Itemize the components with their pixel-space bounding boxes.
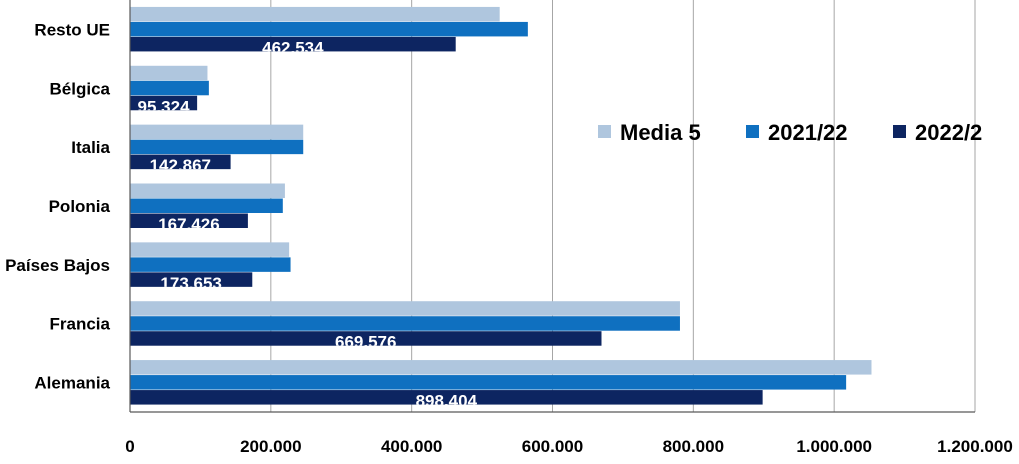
x-tick-label: 0	[125, 437, 134, 456]
category-label: Resto UE	[34, 20, 110, 39]
bar	[130, 242, 290, 257]
data-label: 173.653	[160, 274, 221, 293]
bar	[130, 21, 528, 37]
bar	[130, 139, 304, 155]
category-label: Francia	[50, 315, 111, 334]
category-label: Polonia	[49, 197, 111, 216]
bar	[130, 124, 304, 140]
x-tick-label: 1.000.000	[796, 437, 872, 456]
bar	[130, 390, 763, 405]
bar	[130, 80, 209, 96]
bar	[130, 213, 248, 228]
legend-label: Media 5	[620, 120, 701, 145]
legend: Media 5 2021/22 2022/2	[598, 120, 982, 145]
axes	[129, 0, 975, 413]
data-label: 95.324	[138, 97, 191, 116]
tick-labels: 0 200.000 400.000 600.000 800.000 1.000.000 1.…	[125, 437, 1013, 456]
bar	[130, 6, 500, 22]
data-label: 462.534	[262, 38, 324, 57]
bar	[130, 154, 231, 170]
data-label: 142.867	[150, 156, 211, 175]
bar	[130, 65, 208, 81]
data-labels: 898.404 669.576 173.653 167.426 142.867 95.32…	[138, 38, 478, 411]
bar	[130, 95, 198, 111]
category-label: Bélgica	[50, 79, 111, 98]
bar	[130, 183, 285, 198]
x-tick-label: 800.000	[663, 437, 724, 456]
gridlines	[270, 0, 976, 412]
x-tick-label: 200.000	[240, 437, 301, 456]
legend-swatch	[598, 125, 611, 138]
category-label: Alemania	[34, 374, 110, 393]
bar	[130, 331, 602, 346]
x-tick-label: 1.200.000	[937, 437, 1013, 456]
bar	[130, 198, 283, 213]
legend-label: 2022/2	[915, 120, 982, 145]
bar	[130, 36, 456, 52]
bar	[130, 375, 847, 390]
bar	[130, 316, 680, 331]
bar	[130, 301, 680, 316]
category-labels: Alemania Francia Países Bajos Polonia Italia…	[5, 20, 110, 392]
legend-swatch	[746, 125, 759, 138]
data-label: 669.576	[335, 333, 396, 352]
x-tick-label: 600.000	[522, 437, 583, 456]
legend-swatch	[893, 125, 906, 138]
x-tick-label: 400.000	[381, 437, 442, 456]
data-label: 898.404	[416, 392, 478, 411]
bar	[130, 272, 253, 287]
bar	[130, 257, 291, 272]
category-label: Países Bajos	[5, 256, 110, 275]
bars	[130, 6, 872, 405]
legend-label: 2021/22	[768, 120, 848, 145]
bar	[130, 360, 872, 375]
category-label: Italia	[71, 138, 110, 157]
data-label: 167.426	[158, 215, 219, 234]
